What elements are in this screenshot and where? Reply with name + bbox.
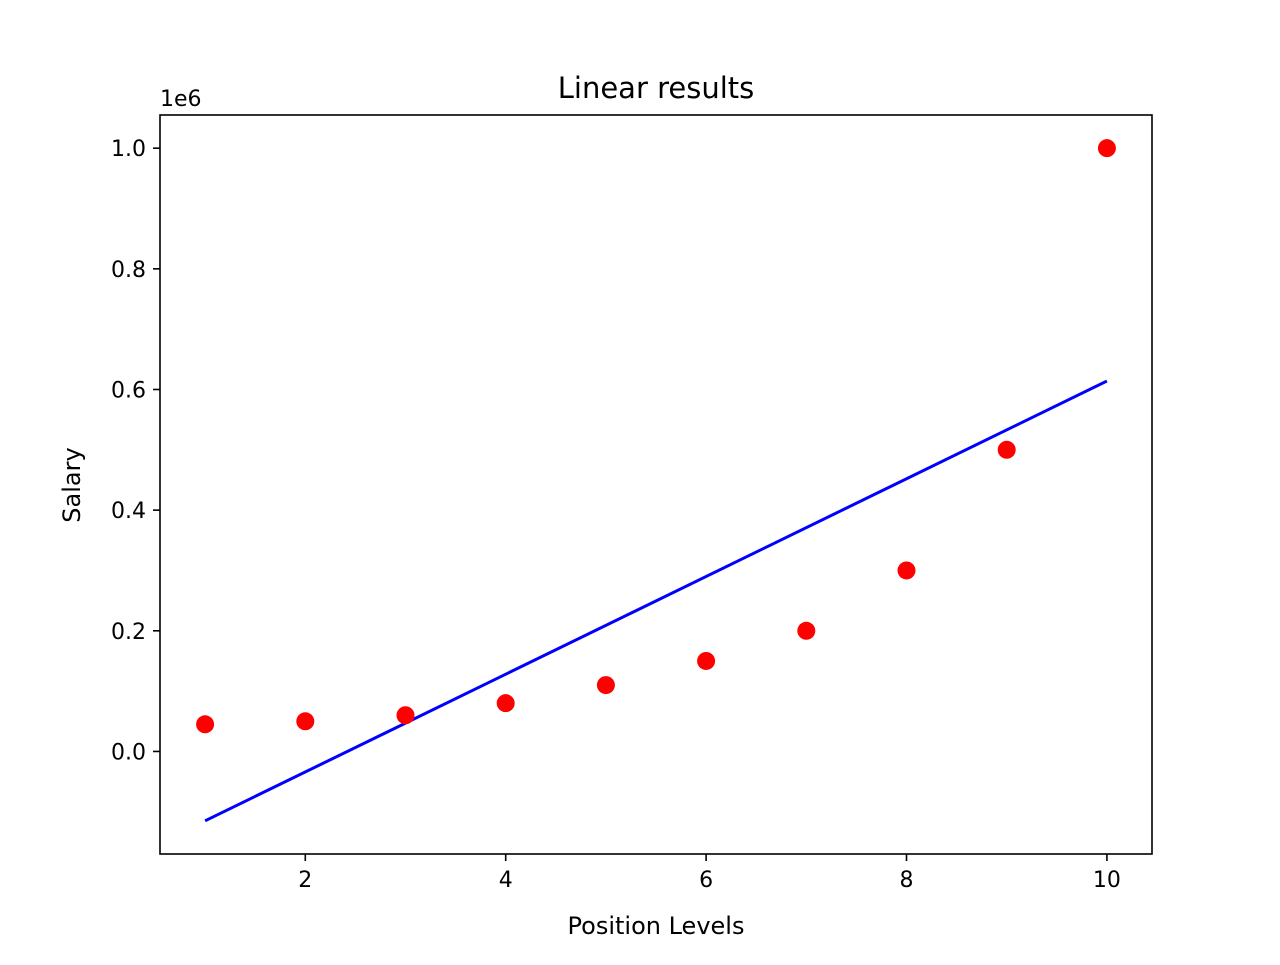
- x-tick-label: 2: [298, 868, 312, 893]
- plot-frame: [159, 114, 1153, 855]
- x-axis: 2 4 6 8 10: [298, 854, 1121, 893]
- data-point: [596, 676, 615, 695]
- data-point: [997, 440, 1016, 459]
- y-tick-label: 0.6: [111, 378, 146, 403]
- y-tick-label: 0.0: [111, 740, 146, 765]
- data-point: [1097, 139, 1116, 158]
- data-point: [496, 694, 515, 713]
- data-point: [396, 706, 415, 725]
- data-point: [797, 621, 816, 640]
- y-tick-label: 0.2: [111, 620, 146, 645]
- x-tick-label: 4: [499, 868, 513, 893]
- regression-line: [204, 379, 1108, 823]
- chart-title: Linear results: [558, 71, 755, 105]
- data-point: [196, 715, 215, 734]
- y-offset-label: 1e6: [160, 87, 202, 112]
- x-tick-label: 8: [900, 868, 914, 893]
- x-tick-label: 10: [1093, 868, 1121, 893]
- plot-marks: [196, 139, 1116, 823]
- y-axis-label: Salary: [58, 447, 86, 522]
- y-tick-label: 1.0: [111, 137, 146, 162]
- data-point: [697, 651, 716, 670]
- y-tick-label: 0.4: [111, 499, 146, 524]
- x-axis-label: Position Levels: [568, 912, 745, 940]
- x-tick-label: 6: [699, 868, 713, 893]
- data-point: [296, 712, 315, 731]
- y-axis: 0.0 0.2 0.4 0.6 0.8 1.0: [111, 137, 160, 765]
- data-point: [897, 561, 916, 580]
- y-tick-label: 0.8: [111, 258, 146, 283]
